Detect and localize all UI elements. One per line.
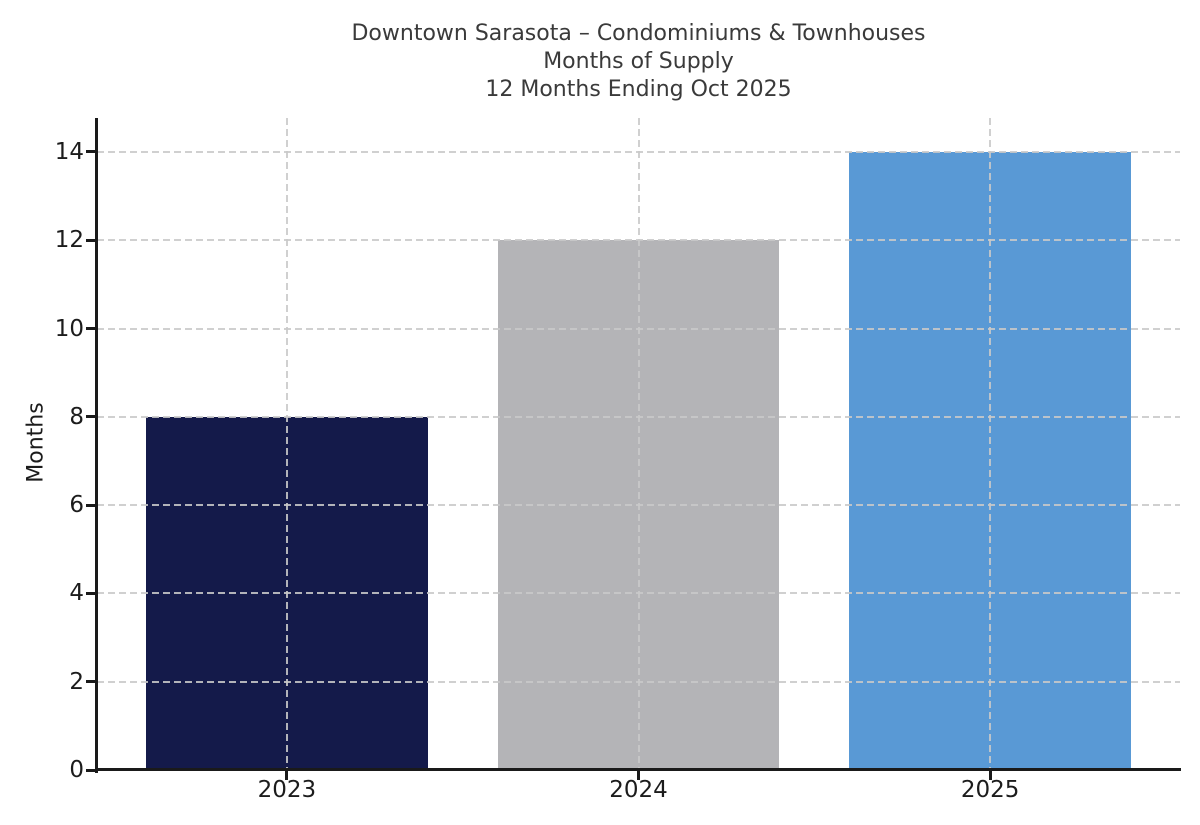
- y-tick-label-10: 10: [54, 315, 84, 342]
- horizontal-gridline-4: [97, 592, 1180, 595]
- y-tick-label-14: 14: [54, 138, 84, 165]
- horizontal-gridline-12: [97, 239, 1180, 242]
- x-tick-label-2024: 2024: [609, 777, 668, 803]
- horizontal-gridline-6: [97, 504, 1180, 507]
- chart-title-line-1: Downtown Sarasota – Condominiums & Townh…: [351, 21, 926, 46]
- x-axis-spine: [95, 768, 1181, 771]
- horizontal-gridline-14: [97, 151, 1180, 153]
- y-axis-spine: [95, 118, 98, 773]
- plot-area: [97, 118, 1180, 770]
- chart-title-line-2: Months of Supply: [543, 49, 734, 74]
- vertical-gridline-2024: [637, 118, 640, 770]
- chart-title-block: Downtown Sarasota – Condominiums & Townh…: [97, 20, 1180, 104]
- y-tick-label-2: 2: [69, 668, 84, 695]
- y-tick-label-0: 0: [69, 757, 84, 783]
- chart-title-line-3: 12 Months Ending Oct 2025: [485, 77, 792, 102]
- x-tick-label-2025: 2025: [960, 777, 1020, 803]
- horizontal-gridline-2: [97, 680, 1180, 683]
- y-tick-mark-12: [86, 238, 95, 242]
- horizontal-gridline-8: [97, 415, 1180, 418]
- x-tick-mark-2025: [988, 771, 992, 780]
- vertical-gridline-2023: [285, 118, 288, 770]
- y-tick-label-8: 8: [69, 403, 84, 430]
- y-tick-label-12: 12: [54, 227, 84, 254]
- y-tick-mark-14: [86, 150, 95, 154]
- x-tick-mark-2024: [637, 771, 640, 780]
- y-tick-mark-0: [86, 768, 95, 772]
- x-tick-mark-2023: [285, 771, 289, 780]
- x-tick-label-2023: 2023: [257, 777, 317, 803]
- vertical-gridline-2025: [989, 118, 992, 770]
- y-tick-mark-10: [86, 327, 95, 331]
- y-tick-label-4: 4: [69, 580, 84, 607]
- y-tick-mark-2: [86, 680, 95, 684]
- y-tick-mark-4: [86, 591, 95, 595]
- y-tick-label-6: 6: [69, 492, 84, 519]
- horizontal-gridline-10: [97, 327, 1180, 330]
- y-tick-mark-8: [86, 415, 95, 419]
- y-tick-mark-6: [86, 503, 95, 507]
